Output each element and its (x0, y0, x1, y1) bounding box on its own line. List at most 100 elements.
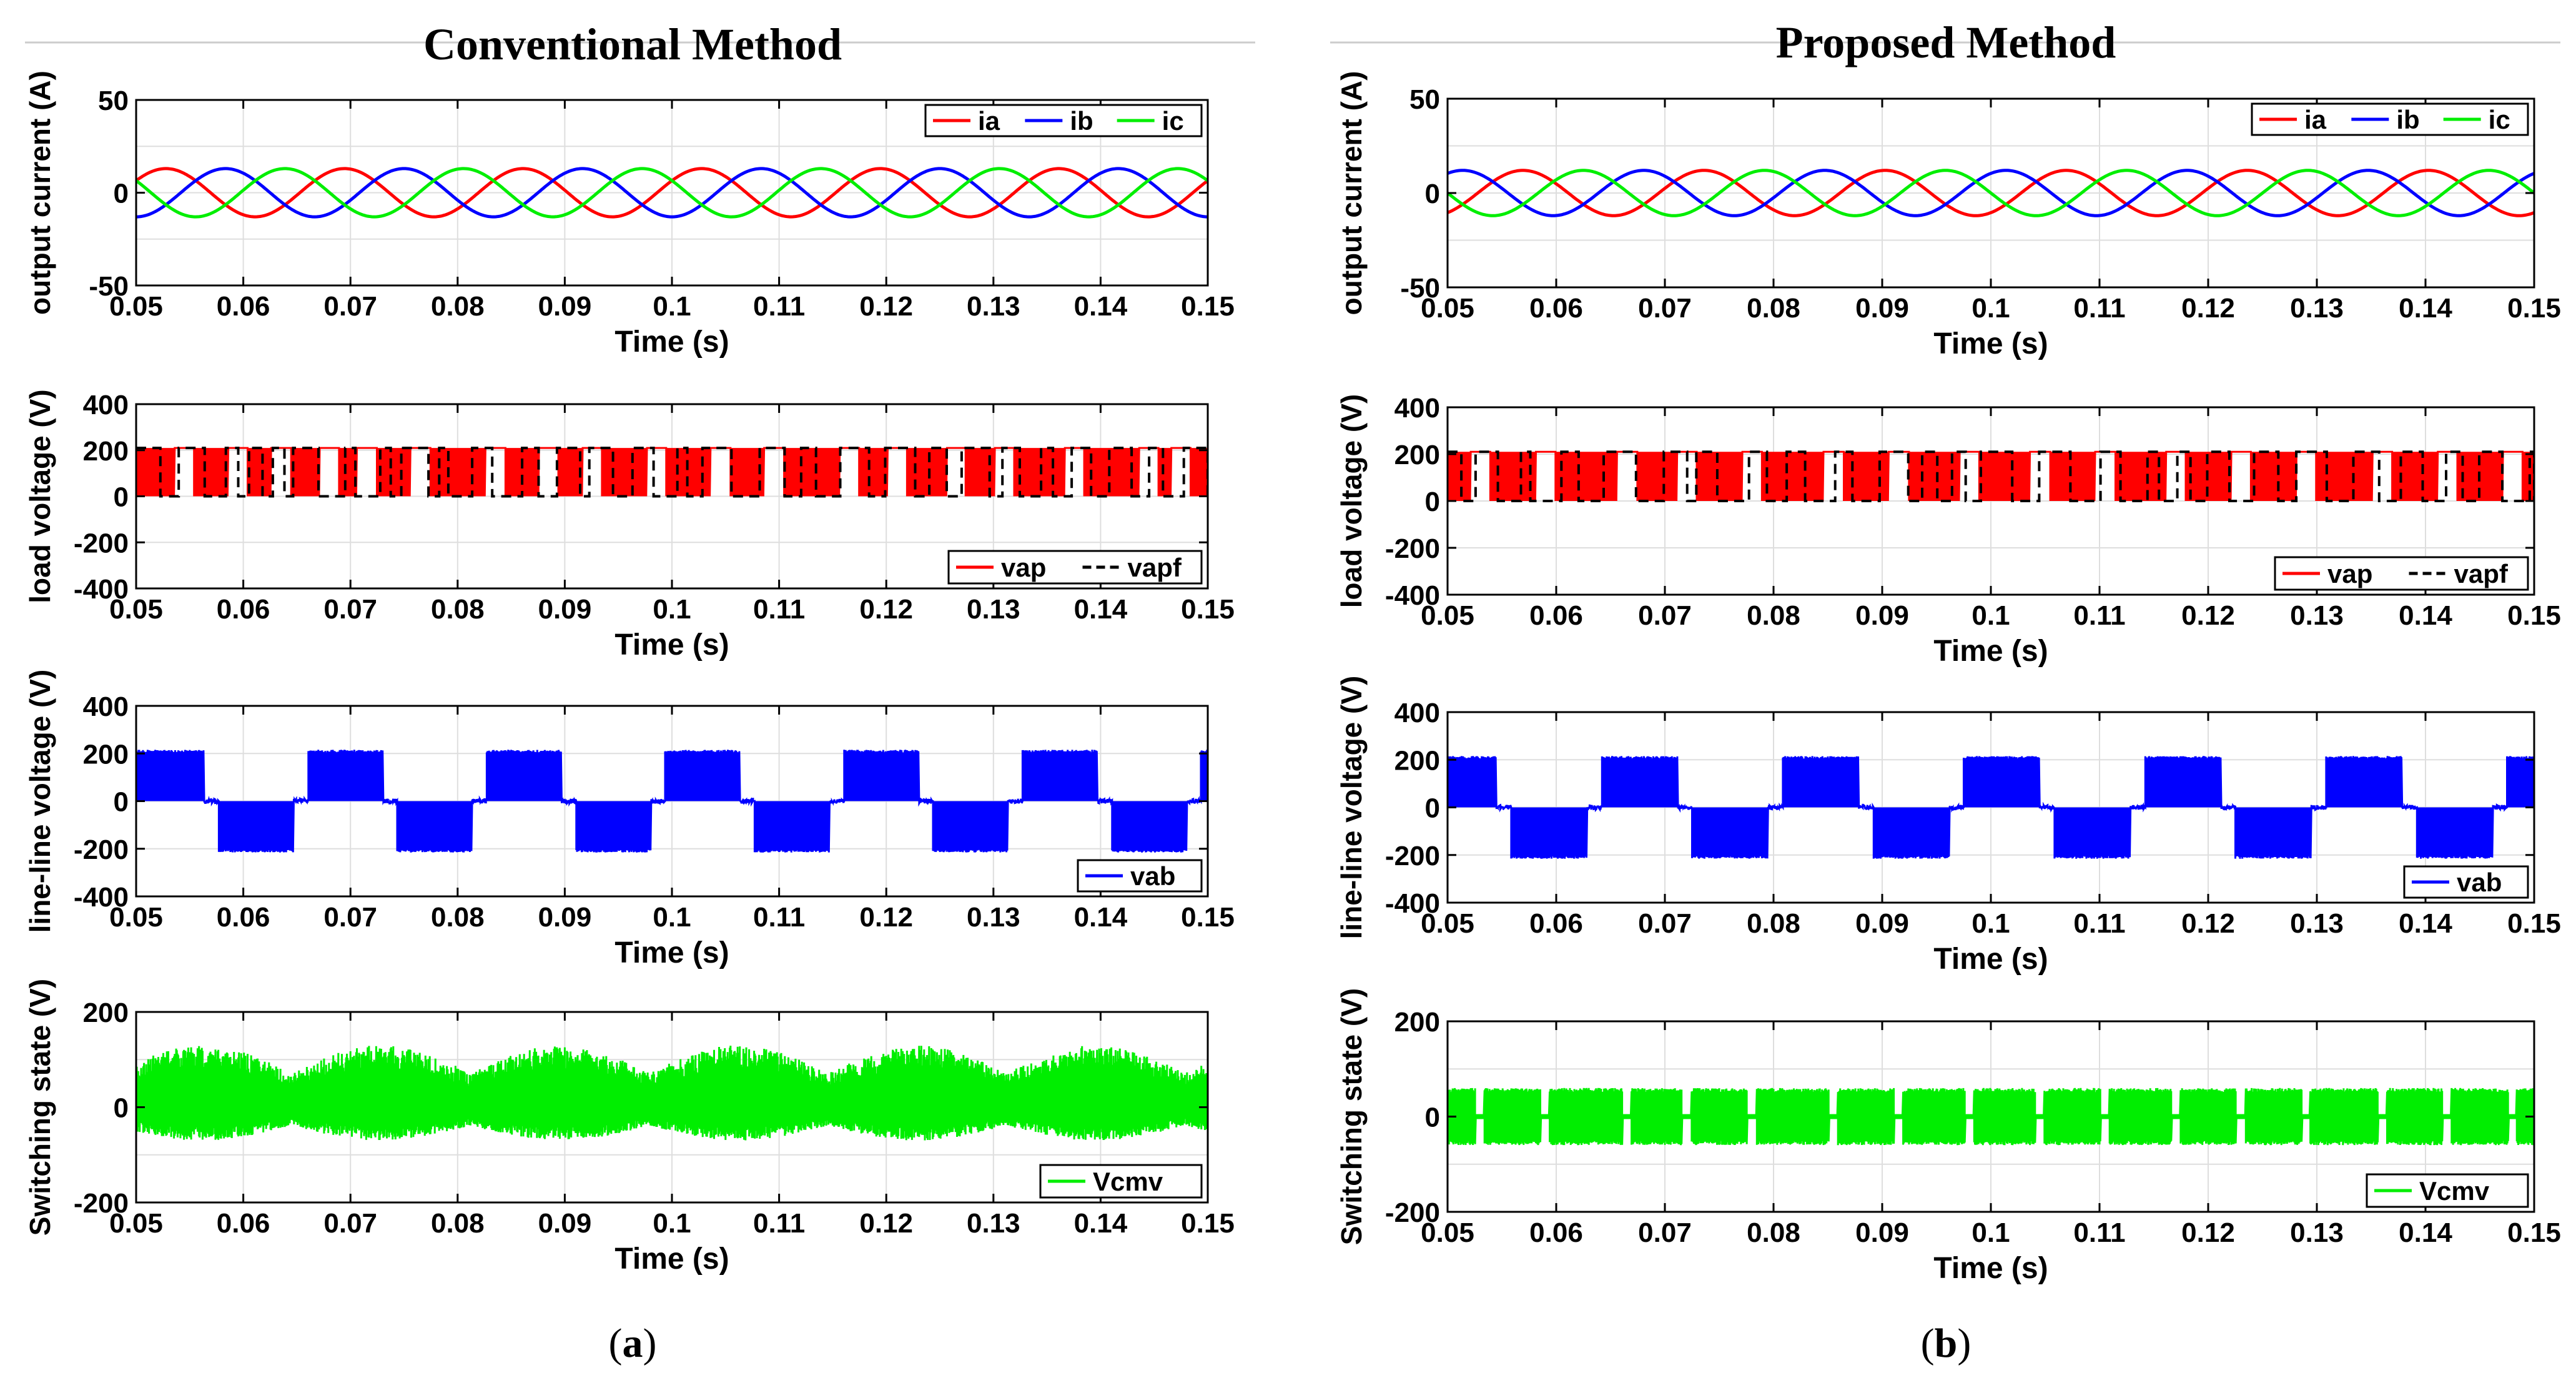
x-tick-label: 0.15 (1181, 291, 1235, 322)
panel-a-caption: (a) (609, 1321, 657, 1366)
x-tick-label: 0.13 (967, 291, 1020, 322)
series-ib (1448, 169, 2534, 217)
x-tick-label: 0.1 (653, 291, 691, 322)
y-tick-label: 0 (1425, 793, 1440, 824)
y-tick-label: -200 (74, 528, 129, 558)
series-group (136, 167, 1208, 219)
x-tick-label: 0.05 (109, 1208, 163, 1239)
legend-label-vab: vab (1130, 861, 1175, 891)
x-tick-label: 0.13 (2290, 293, 2344, 324)
y-axis: -200 0 200 Switching state (V) (24, 979, 1208, 1236)
legend-box (2251, 102, 2529, 136)
x-tick-label: 0.06 (1529, 1217, 1583, 1248)
series-ic (136, 167, 1208, 219)
x-tick-label: 0.06 (217, 902, 270, 933)
series-vab (1448, 756, 2534, 859)
legend-label-vab: vab (2457, 868, 2502, 897)
x-tick-label: 0.08 (431, 902, 485, 933)
x-tick-label: 0.13 (2290, 908, 2344, 939)
x-tick-label: 0.14 (1074, 291, 1128, 322)
legend-label-ib: ib (2396, 105, 2419, 134)
x-tick-label: 0.1 (1971, 600, 2010, 631)
y-tick-label: 200 (1394, 1007, 1440, 1038)
chart-b2: 0.05 0.06 0.07 0.08 0.09 0.1 0.11 0.12 0.13 0.14 0… (1335, 393, 2561, 668)
series-group (136, 1045, 1208, 1141)
panel-a-title: Conventional Method (423, 19, 842, 69)
x-tick-label: 0.05 (109, 594, 163, 625)
y-axis: -50 0 50 output current (A) (1335, 71, 2534, 315)
series-vap (136, 447, 1208, 497)
x-tick-label: 0.11 (753, 1208, 805, 1239)
legend-label-vap: vap (1001, 553, 1046, 582)
x-tick-label: 0.09 (1855, 908, 1909, 939)
x-tick-label: 0.05 (109, 902, 163, 933)
x-tick-label: 0.15 (1181, 902, 1235, 933)
panel-b-caption-letter: b (1935, 1321, 1958, 1366)
x-tick-label: 0.14 (2399, 293, 2452, 324)
series-ic (1448, 169, 2534, 217)
x-axis: 0.05 0.06 0.07 0.08 0.09 0.1 0.11 0.12 0.13 0.14 0… (1421, 712, 2561, 976)
y-tick-label: 200 (83, 739, 129, 770)
legend-label-ia: ia (978, 106, 1000, 136)
x-tick-label: 0.06 (217, 1208, 270, 1239)
y-tick-label: -400 (1385, 580, 1440, 611)
legend: vap vapf (2274, 556, 2529, 591)
x-tick-label: 0.14 (2399, 1217, 2452, 1248)
x-tick-label: 0.13 (967, 594, 1020, 625)
x-tick-label: 0.08 (431, 1208, 485, 1239)
x-tick-label: 0.13 (2290, 600, 2344, 631)
chart-a1: 0.05 0.06 0.07 0.08 0.09 0.1 0.11 0.12 0.13 0.14 0… (24, 71, 1235, 359)
panel-a-caption-letter: a (623, 1321, 643, 1366)
x-tick-label: 0.1 (1971, 1217, 2010, 1248)
y-tick-label: 200 (1394, 440, 1440, 470)
y-tick-label: -200 (1385, 533, 1440, 564)
y-tick-label: -200 (74, 1188, 129, 1219)
x-tick-label: 0.1 (653, 594, 691, 625)
x-tick-label: 0.15 (1181, 1208, 1235, 1239)
legend-label-ia: ia (2304, 105, 2327, 134)
x-tick-label: 0.13 (967, 902, 1020, 933)
legend-label-ic: ic (1162, 106, 1184, 136)
y-tick-label: -400 (74, 574, 129, 605)
series-group (136, 750, 1208, 853)
y-axis-label: load voltage (V) (24, 389, 56, 603)
chart-b1: 0.05 0.06 0.07 0.08 0.09 0.1 0.11 0.12 0.13 0.14 0… (1335, 71, 2561, 360)
y-tick-label: 200 (83, 998, 129, 1028)
x-tick-label: 0.07 (323, 1208, 377, 1239)
legend: vab (1077, 859, 1203, 893)
x-tick-label: 0.08 (1747, 1217, 1800, 1248)
x-tick-label: 0.15 (2507, 1217, 2561, 1248)
y-axis-label: Switching state (V) (1335, 988, 1368, 1245)
y-tick-label: 0 (114, 179, 129, 209)
x-axis-label: Time (s) (1933, 635, 2048, 668)
x-tick-label: 0.07 (1638, 1217, 1692, 1248)
x-tick-label: 0.07 (1638, 293, 1692, 324)
x-tick-label: 0.11 (2073, 600, 2125, 631)
x-tick-label: 0.13 (2290, 1217, 2344, 1248)
x-tick-label: 0.05 (109, 291, 163, 322)
x-tick-label: 0.05 (1421, 600, 1474, 631)
chart-a3: 0.05 0.06 0.07 0.08 0.09 0.1 0.11 0.12 0.13 0.14 0… (24, 670, 1235, 969)
x-tick-label: 0.07 (323, 291, 377, 322)
y-tick-label: 400 (1394, 698, 1440, 728)
y-tick-label: 0 (1425, 1103, 1440, 1133)
series-group (1448, 169, 2534, 217)
y-tick-label: 0 (1425, 179, 1440, 209)
x-tick-label: 0.12 (859, 902, 913, 933)
legend: ia ib ic (924, 104, 1203, 137)
x-tick-label: 0.1 (653, 902, 691, 933)
x-tick-label: 0.14 (2399, 908, 2452, 939)
y-axis: -50 0 50 output current (A) (24, 71, 1208, 315)
grid (136, 100, 1208, 285)
chart-a2: 0.05 0.06 0.07 0.08 0.09 0.1 0.11 0.12 0.13 0.14 0… (24, 389, 1235, 662)
x-tick-label: 0.06 (1529, 293, 1583, 324)
x-axis: 0.05 0.06 0.07 0.08 0.09 0.1 0.11 0.12 0.13 0.14 0… (1421, 407, 2561, 668)
series-vab (136, 750, 1208, 853)
legend: Vcmv (2366, 1173, 2529, 1208)
y-tick-label: 200 (1394, 745, 1440, 776)
x-axis-label: Time (s) (1933, 1252, 2048, 1285)
x-tick-label: 0.11 (753, 291, 805, 322)
x-tick-label: 0.09 (538, 594, 592, 625)
x-tick-label: 0.09 (1855, 600, 1909, 631)
x-tick-label: 0.12 (859, 291, 913, 322)
